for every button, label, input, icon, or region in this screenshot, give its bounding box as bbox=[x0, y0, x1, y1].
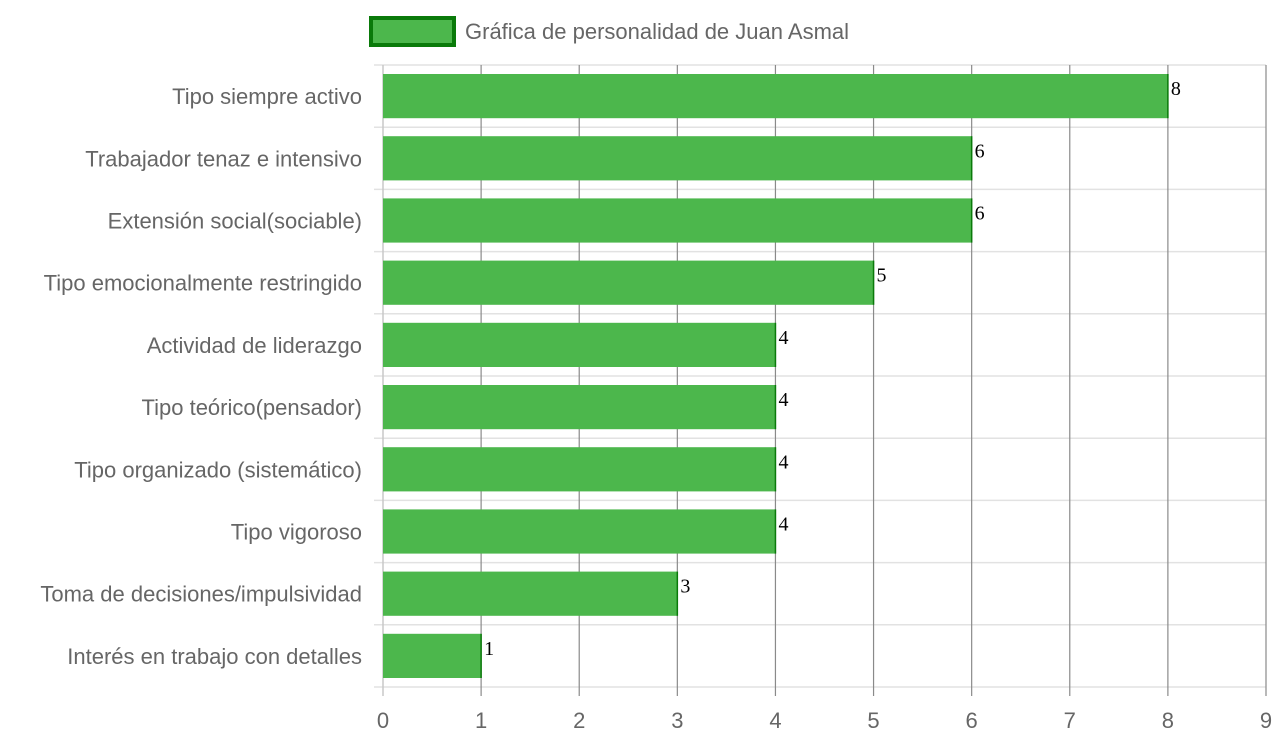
x-tick-label: 6 bbox=[966, 708, 978, 733]
data-label: 3 bbox=[680, 576, 690, 598]
legend-label: Gráfica de personalidad de Juan Asmal bbox=[465, 19, 849, 44]
bar[interactable] bbox=[383, 385, 776, 430]
category-label: Tipo teórico(pensador) bbox=[141, 395, 362, 420]
x-tick-label: 5 bbox=[867, 708, 879, 733]
data-label: 5 bbox=[877, 265, 887, 287]
bar[interactable] bbox=[383, 571, 678, 616]
x-tick-label: 3 bbox=[671, 708, 683, 733]
x-tick-label: 0 bbox=[377, 708, 389, 733]
bars bbox=[383, 74, 1169, 678]
x-tick-label: 1 bbox=[475, 708, 487, 733]
data-label: 6 bbox=[975, 203, 985, 225]
legend[interactable]: Gráfica de personalidad de Juan Asmal bbox=[369, 16, 849, 47]
data-label: 4 bbox=[778, 389, 788, 411]
bar[interactable] bbox=[383, 509, 776, 554]
category-label: Tipo vigoroso bbox=[231, 520, 362, 545]
x-tick-label: 9 bbox=[1260, 708, 1272, 733]
x-axis-tick-labels: 0 1 2 3 4 5 6 7 8 9 bbox=[377, 708, 1272, 733]
data-label: 4 bbox=[778, 327, 788, 349]
category-label: Actividad de liderazgo bbox=[147, 333, 362, 358]
category-labels: Tipo siempre activo Trabajador tenaz e in… bbox=[40, 84, 362, 669]
category-label: Extensión social(sociable) bbox=[108, 209, 362, 234]
x-tick-label: 4 bbox=[769, 708, 781, 733]
category-label: Toma de decisiones/impulsividad bbox=[40, 582, 362, 607]
x-tick-label: 2 bbox=[573, 708, 585, 733]
data-label: 1 bbox=[484, 638, 494, 660]
bar[interactable] bbox=[383, 633, 482, 678]
category-label: Tipo emocionalmente restringido bbox=[44, 271, 362, 296]
bar[interactable] bbox=[383, 198, 972, 243]
data-label: 4 bbox=[778, 514, 788, 536]
bar[interactable] bbox=[383, 447, 776, 492]
category-label: Tipo organizado (sistemático) bbox=[74, 457, 362, 482]
x-tick-label: 7 bbox=[1064, 708, 1076, 733]
bar[interactable] bbox=[383, 260, 874, 305]
bar[interactable] bbox=[383, 136, 972, 181]
legend-swatch bbox=[369, 16, 456, 47]
data-labels: 8 6 6 5 4 4 4 4 3 1 bbox=[484, 78, 1181, 660]
data-label: 4 bbox=[778, 451, 788, 473]
category-label: Trabajador tenaz e intensivo bbox=[85, 146, 362, 171]
data-label: 8 bbox=[1171, 78, 1181, 100]
category-label: Tipo siempre activo bbox=[172, 84, 362, 109]
category-label: Interés en trabajo con detalles bbox=[67, 644, 362, 669]
data-label: 6 bbox=[975, 140, 985, 162]
x-tick-label: 8 bbox=[1162, 708, 1174, 733]
bar[interactable] bbox=[383, 74, 1168, 119]
bar[interactable] bbox=[383, 322, 776, 367]
